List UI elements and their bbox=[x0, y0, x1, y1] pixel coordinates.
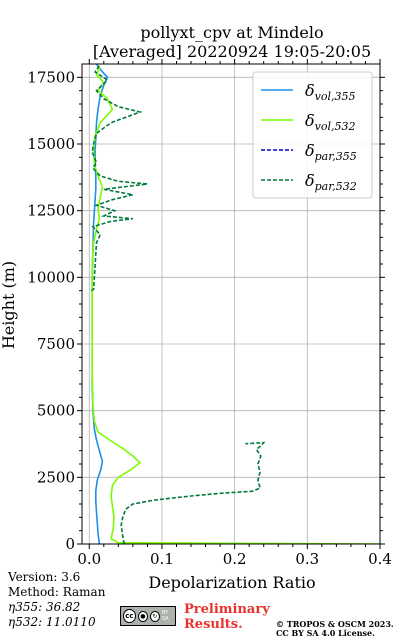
y-tick-label: 15000 bbox=[27, 135, 75, 153]
legend-symbol: δ bbox=[305, 171, 315, 190]
legend-label: δpar,532 bbox=[305, 171, 357, 193]
legend-symbol: δ bbox=[305, 81, 315, 100]
x-tick-label: 0.0 bbox=[77, 550, 101, 568]
series-line-par-532-upper bbox=[90, 64, 148, 292]
series-group bbox=[90, 64, 380, 544]
copyright-line2: CC BY SA 4.0 License. bbox=[276, 628, 375, 638]
legend-symbol: δ bbox=[305, 141, 315, 160]
y-tick-label: 17500 bbox=[27, 68, 75, 86]
x-tick-label: 0.2 bbox=[223, 550, 247, 568]
y-axis-label: Height (m) bbox=[0, 261, 18, 349]
x-tick-label: 0.1 bbox=[150, 550, 174, 568]
axis-ticks: 0.0 0.1 0.2 0.3 0.4 0 2500 5000 7500 10000 12500 15… bbox=[27, 59, 392, 568]
cc-license-logo: cc ● ↻ BY SA bbox=[120, 606, 176, 626]
version-text: Version: 3.6 bbox=[8, 570, 81, 584]
series-line-par-532 bbox=[120, 441, 266, 544]
preliminary-line1: Preliminary bbox=[184, 602, 270, 617]
legend-subscript: par,355 bbox=[315, 150, 357, 163]
y-tick-label: 7500 bbox=[37, 335, 75, 353]
eta355-text: η355: 36.82 bbox=[8, 600, 81, 614]
eta532-text: η532: 11.0110 bbox=[8, 615, 96, 629]
copyright-text: © TROPOS & OSCM 2023. CC BY SA 4.0 Licen… bbox=[276, 620, 394, 638]
y-tick-label: 0 bbox=[65, 535, 75, 553]
chart-title-line1: pollyxt_cpv at Mindelo bbox=[140, 23, 323, 42]
depolarization-chart: pollyxt_cpv at Mindelo [Averaged] 202209… bbox=[0, 23, 392, 592]
method-text: Method: Raman bbox=[8, 585, 106, 599]
sa-icon: ↻ bbox=[149, 610, 160, 622]
legend-label: δpar,355 bbox=[305, 141, 357, 163]
y-tick-label: 5000 bbox=[37, 402, 75, 420]
x-axis-label: Depolarization Ratio bbox=[148, 573, 315, 592]
x-tick-label: 0.3 bbox=[295, 550, 319, 568]
preliminary-line2: Results. bbox=[184, 617, 243, 632]
legend-symbol: δ bbox=[305, 111, 315, 130]
legend-subscript: vol,532 bbox=[315, 120, 356, 133]
y-tick-label: 10000 bbox=[27, 268, 75, 286]
copyright-line1: © TROPOS & OSCM 2023. bbox=[276, 619, 394, 629]
cc-badge-text: BY SA bbox=[161, 610, 169, 622]
legend-subscript: par,532 bbox=[315, 180, 357, 193]
y-tick-label: 2500 bbox=[37, 468, 75, 486]
chart-title-line2: [Averaged] 20220924 19:05-20:05 bbox=[93, 42, 371, 61]
by-icon: ● bbox=[137, 610, 148, 622]
legend-subscript: vol,355 bbox=[315, 90, 356, 103]
preliminary-results-text: Preliminary Results. bbox=[184, 602, 270, 632]
y-tick-label: 12500 bbox=[27, 202, 75, 220]
x-tick-label: 0.4 bbox=[368, 550, 392, 568]
cc-icon: cc bbox=[123, 609, 136, 623]
legend-box bbox=[252, 71, 373, 199]
info-block: Version: 3.6 Method: Raman η355: 36.82 η… bbox=[8, 570, 105, 630]
series-line-vol-532 bbox=[91, 66, 380, 544]
legend-label: δvol,532 bbox=[305, 111, 356, 133]
legend-label: δvol,355 bbox=[305, 81, 356, 103]
